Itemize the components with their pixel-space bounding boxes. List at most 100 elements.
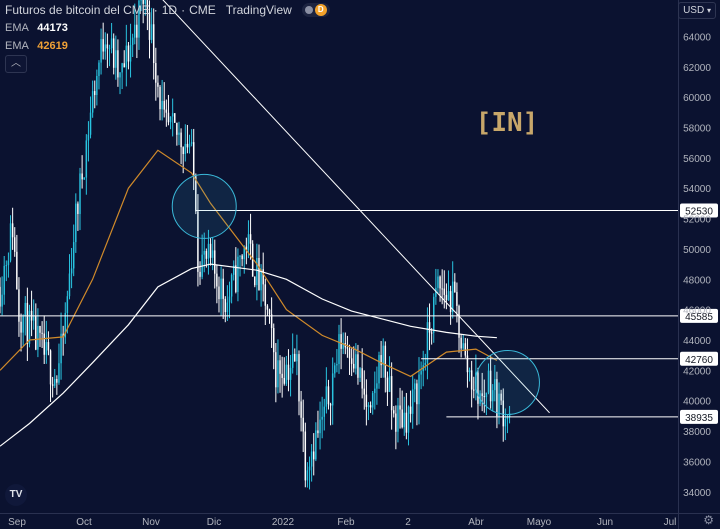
candle-body bbox=[123, 63, 125, 68]
candle-body bbox=[60, 333, 62, 364]
candle-body bbox=[414, 383, 416, 390]
candle-body bbox=[395, 413, 397, 432]
indicator-value: 42619 bbox=[37, 40, 68, 52]
delayed-badge-icon: D bbox=[314, 4, 327, 16]
candle-body bbox=[441, 288, 443, 290]
candle-body bbox=[346, 347, 349, 349]
candle-body bbox=[239, 255, 241, 257]
candle-body bbox=[357, 354, 359, 378]
candle-body bbox=[348, 348, 351, 359]
candle-body bbox=[275, 352, 277, 388]
currency-selector[interactable]: USD ▾ bbox=[678, 2, 716, 19]
indicator-ema-fast[interactable]: EMA 44173 bbox=[5, 22, 68, 34]
candle-body bbox=[161, 100, 163, 110]
candle-body bbox=[176, 122, 178, 135]
candle-body bbox=[456, 292, 458, 306]
candle-body bbox=[473, 389, 475, 391]
candle-body bbox=[279, 360, 281, 374]
candle-body bbox=[37, 325, 39, 350]
candle-body bbox=[329, 404, 332, 406]
candle-body bbox=[43, 333, 45, 355]
candle-body bbox=[7, 260, 10, 266]
candle-body bbox=[289, 367, 292, 380]
candle-body bbox=[241, 255, 243, 260]
candle-body bbox=[268, 309, 271, 315]
candle-body bbox=[224, 298, 227, 313]
candle-body bbox=[121, 63, 123, 73]
candle-body bbox=[117, 50, 119, 78]
candle-body bbox=[192, 142, 195, 177]
candle-body bbox=[188, 143, 191, 148]
candle-body bbox=[243, 246, 245, 260]
candle-body bbox=[281, 373, 283, 378]
tradingview-logo[interactable]: TV bbox=[5, 484, 27, 506]
candle-body bbox=[218, 286, 220, 300]
trendline[interactable] bbox=[147, 0, 550, 414]
market-status-indicator[interactable]: D bbox=[301, 3, 330, 17]
candle-body bbox=[62, 333, 64, 338]
candle-body bbox=[489, 370, 492, 402]
candle-body bbox=[165, 109, 168, 113]
candle-body bbox=[477, 372, 479, 404]
watermark-logo: [IN] bbox=[476, 108, 539, 138]
symbol-name[interactable]: Futuros de bitcoin del CME bbox=[5, 3, 150, 17]
candle-body bbox=[148, 12, 151, 40]
candle-body bbox=[159, 86, 161, 110]
candle-body bbox=[66, 296, 69, 313]
candle-body bbox=[466, 355, 469, 373]
indicator-ema-slow[interactable]: EMA 42619 bbox=[5, 40, 68, 52]
indicator-label: EMA bbox=[5, 22, 29, 34]
candle-body bbox=[399, 405, 401, 410]
candle-body bbox=[77, 203, 79, 214]
candle-body bbox=[355, 354, 357, 369]
candle-body bbox=[102, 39, 104, 52]
collapse-indicators-button[interactable]: ︿ bbox=[5, 55, 27, 73]
candle-body bbox=[96, 75, 98, 96]
gear-icon[interactable]: ⚙ bbox=[703, 513, 714, 527]
candle-body bbox=[342, 343, 344, 349]
candle-body bbox=[327, 386, 330, 405]
candle-body bbox=[184, 143, 187, 155]
candle-body bbox=[454, 281, 456, 293]
candle-body bbox=[249, 234, 252, 244]
candle-body bbox=[428, 322, 431, 333]
candle-body bbox=[24, 302, 27, 317]
candle-body bbox=[382, 345, 384, 366]
candle-body bbox=[245, 246, 248, 251]
candle-body bbox=[386, 377, 389, 392]
highlight-circle[interactable] bbox=[474, 349, 540, 415]
price-level-badge bbox=[680, 351, 718, 366]
candle-body bbox=[115, 50, 117, 68]
candle-body bbox=[64, 312, 67, 338]
candle-body bbox=[272, 328, 275, 353]
candle-body bbox=[26, 302, 29, 344]
candle-body bbox=[393, 410, 395, 414]
candle-body bbox=[338, 334, 340, 365]
candle-body bbox=[72, 242, 75, 269]
candle-body bbox=[435, 287, 437, 297]
price-level-label: 38935 bbox=[685, 413, 713, 424]
candle-body bbox=[407, 406, 410, 433]
candle-body bbox=[323, 406, 325, 417]
candle-body bbox=[403, 412, 406, 428]
candle-body bbox=[321, 416, 323, 420]
price-level-label: 42760 bbox=[685, 355, 713, 366]
candle-body bbox=[502, 400, 504, 427]
price-level-badge bbox=[680, 203, 718, 218]
candle-body bbox=[119, 72, 121, 78]
interval-label[interactable]: 1D bbox=[161, 3, 178, 17]
candle-body bbox=[222, 278, 224, 299]
candle-body bbox=[319, 419, 321, 434]
candle-body bbox=[306, 470, 309, 481]
candle-body bbox=[20, 321, 22, 333]
candle-body bbox=[112, 38, 115, 68]
candle-body bbox=[498, 393, 500, 417]
candle-body bbox=[430, 332, 433, 334]
candle-body bbox=[266, 305, 269, 310]
candle-body bbox=[270, 314, 273, 329]
highlight-circle[interactable] bbox=[171, 173, 237, 239]
candle-body bbox=[496, 379, 498, 417]
candle-body bbox=[228, 296, 231, 303]
